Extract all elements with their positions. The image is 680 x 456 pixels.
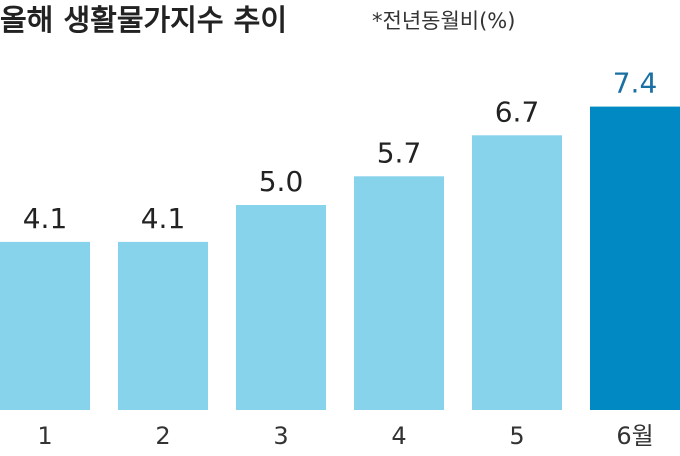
- value-label: 6.7: [495, 95, 540, 128]
- x-tick-label: 1: [37, 422, 52, 450]
- value-label: 7.4: [613, 67, 658, 100]
- value-label: 4.1: [141, 202, 186, 235]
- bar: [236, 205, 326, 410]
- value-label: 5.0: [259, 165, 304, 198]
- bar: [0, 241, 90, 410]
- chart-title: 올해 생활물가지수 추이: [0, 3, 287, 37]
- value-label: 5.7: [377, 136, 422, 169]
- x-tick-label: 4: [391, 422, 406, 450]
- x-tick-label: 5: [509, 422, 524, 450]
- bar: [472, 135, 562, 411]
- value-label: 4.1: [23, 202, 68, 235]
- bar: [118, 241, 208, 410]
- bar: [590, 106, 680, 410]
- chart-subtitle: *전년동월비(%): [372, 9, 515, 33]
- bar: [354, 176, 444, 410]
- x-tick-label: 2: [155, 422, 170, 450]
- x-tick-label: 6월: [616, 422, 653, 450]
- x-tick-label: 3: [273, 422, 288, 450]
